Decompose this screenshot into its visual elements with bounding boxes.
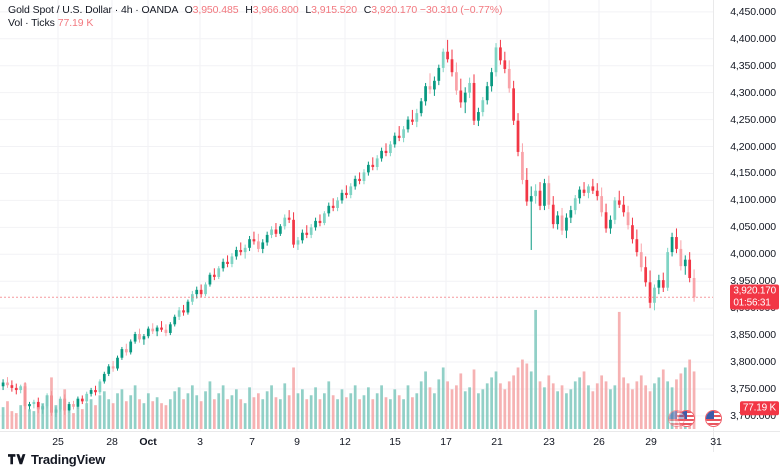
time-tick-label: 26 [593,436,605,448]
legend-low-value: 3,915.520 [311,4,357,16]
legend-close-label: C [363,4,372,16]
time-tick-label: 17 [440,436,452,448]
price-tick-label: 4,250.000 [730,113,776,126]
legend-volume-label: Vol · Ticks [8,17,55,29]
legend-sep-2: · [132,4,142,16]
flag-canton [706,411,714,420]
candlestick-series [1,39,696,429]
time-tick-label: Oct [139,436,157,448]
time-tick-label: 31 [710,436,722,448]
time-tick-label: 9 [294,436,300,448]
legend-volume-value: 77.19 K [57,17,94,29]
price-tick-label: 3,750.000 [730,382,776,395]
time-axis[interactable]: 25 28 Oct 3 7 9 12 15 17 21 23 26 29 [0,431,713,452]
legend-volume-row[interactable]: Vol · Ticks 77.19 K [8,17,502,30]
chart-plot-area[interactable] [0,0,713,431]
legend-high-value: 3,966.800 [252,4,299,16]
bar-countdown: 01:56:31 [733,297,771,309]
legend-sep-1: · [111,4,121,16]
price-tick-label: 4,200.000 [730,140,776,153]
price-tick-label: 4,400.000 [730,32,776,45]
price-tick-label: 4,150.000 [730,167,776,180]
legend-symbol[interactable]: Gold Spot / U.S. Dollar [8,4,112,16]
price-tick-label: 3,950.000 [730,275,776,288]
volume-badge[interactable]: 77.19 K [739,401,779,415]
price-tick-label: 4,350.000 [730,59,776,72]
price-tick-label: 4,300.000 [730,86,776,99]
legend-interval[interactable]: 4h [120,4,133,16]
time-tick-label: 12 [339,436,351,448]
tradingview-wordmark: TradingView [31,452,106,467]
legend-low-label: L [305,4,312,16]
price-line-overlay [0,296,713,298]
legend-symbol-row[interactable]: Gold Spot / U.S. Dollar · 4h · OANDA O3,… [8,4,502,17]
price-tick-label: 4,450.000 [730,5,776,18]
price-tick-label: 3,850.000 [730,329,776,342]
us-event-flag-2[interactable] [705,410,722,427]
chart-legend: Gold Spot / U.S. Dollar · 4h · OANDA O3,… [8,4,502,30]
flag-canton [669,411,677,420]
time-axis-corner[interactable]: 31 [710,431,780,452]
time-tick-label: 15 [389,436,401,448]
legend-high-label: H [245,4,253,16]
price-tick-label: 3,800.000 [730,356,776,369]
legend-close-value: 3,920.170 [371,4,418,16]
tradingview-logo[interactable]: TradingView [8,453,105,467]
time-tick-label: 7 [249,436,255,448]
price-tick-label: 4,050.000 [730,221,776,234]
last-price-badge[interactable]: 3,920.170 01:56:31 [730,284,779,310]
price-axis[interactable]: 4,450.000 4,400.000 4,350.000 4,300.000 4,25… [713,0,780,431]
last-price-value: 3,920.170 [733,285,776,297]
time-tick-label: 25 [52,436,64,448]
time-tick-label: 21 [491,436,503,448]
tradingview-mark-icon [8,453,26,464]
time-tick-label: 28 [106,436,118,448]
time-tick-label: 3 [197,436,203,448]
chart-footer: TradingView [0,452,780,470]
legend-open-value: 3,950.485 [192,4,239,16]
legend-exchange: OANDA [141,4,178,16]
legend-open-label: O [184,4,193,16]
time-tick-label: 29 [645,436,657,448]
legend-change: −30.310 (−0.77%) [419,4,503,16]
price-tick-label: 4,000.000 [730,248,776,261]
us-event-flag-3[interactable] [668,410,685,427]
price-tick-label: 4,100.000 [730,194,776,207]
time-tick-label: 23 [543,436,555,448]
grid-layer [0,0,713,431]
